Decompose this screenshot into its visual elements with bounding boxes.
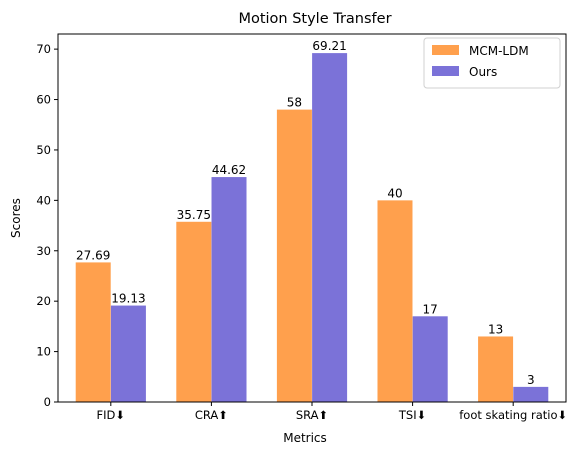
value-label-ours-0: 19.13 (111, 292, 145, 306)
value-label-mcm-ldm-2: 58 (287, 96, 302, 110)
y-tick-label: 40 (36, 193, 51, 207)
legend: MCM-LDM Ours (423, 37, 561, 89)
y-tick-label: 70 (36, 42, 51, 56)
y-tick-label: 20 (36, 294, 51, 308)
value-label-mcm-ldm-0: 27.69 (76, 248, 110, 262)
value-label-mcm-ldm-4: 13 (488, 322, 503, 336)
x-tick-label: FID⬇ (97, 408, 126, 422)
bar-mcm-ldm-1 (176, 221, 212, 402)
bar-mcm-ldm-4 (478, 336, 514, 402)
y-tick-label: 60 (36, 93, 51, 107)
x-tick-label: TSI⬇ (398, 408, 426, 422)
chart-title: Motion Style Transfer (238, 11, 391, 27)
value-label-ours-2: 69.21 (312, 39, 346, 53)
value-label-ours-3: 17 (423, 302, 438, 316)
legend-label-mcm-ldm: MCM-LDM (469, 44, 529, 58)
bar-ours-1 (211, 177, 247, 402)
bar-ours-4 (513, 386, 549, 402)
bar-ours-3 (412, 316, 448, 402)
bar-ours-2 (312, 53, 348, 403)
bar-mcm-ldm-0 (75, 262, 111, 402)
legend-swatch-mcm-ldm (432, 45, 459, 55)
y-tick-label: 50 (36, 143, 51, 157)
x-tick-label: SRA⬆ (296, 408, 328, 422)
legend-label-ours: Ours (469, 65, 497, 79)
legend-swatch-ours (432, 66, 459, 76)
x-tick-label: CRA⬆ (195, 408, 228, 422)
value-label-ours-1: 44.62 (212, 163, 246, 177)
bar-mcm-ldm-3 (377, 200, 413, 402)
bars-layer (75, 53, 549, 403)
value-label-mcm-ldm-1: 35.75 (177, 208, 211, 222)
y-tick-label: 0 (44, 395, 51, 409)
y-tick-label: 10 (36, 345, 51, 359)
value-label-mcm-ldm-3: 40 (387, 186, 402, 200)
bar-ours-0 (110, 305, 146, 402)
value-label-ours-4: 3 (527, 373, 535, 387)
axes-layer: 0 10 20 30 40 50 60 70 FID⬇ CRA⬆ SRA⬆ TSI⬇ foot skat… (36, 33, 567, 422)
x-axis-label: Metrics (283, 431, 327, 445)
y-tick-label: 30 (36, 244, 51, 258)
value-labels-layer: 27.69 35.75 58 40 13 19.13 44.62 69.21 17 3 (76, 39, 535, 387)
y-axis-label: Scores (9, 198, 23, 238)
bar-mcm-ldm-2 (276, 109, 312, 402)
x-tick-label: foot skating ratio⬇ (459, 408, 567, 422)
